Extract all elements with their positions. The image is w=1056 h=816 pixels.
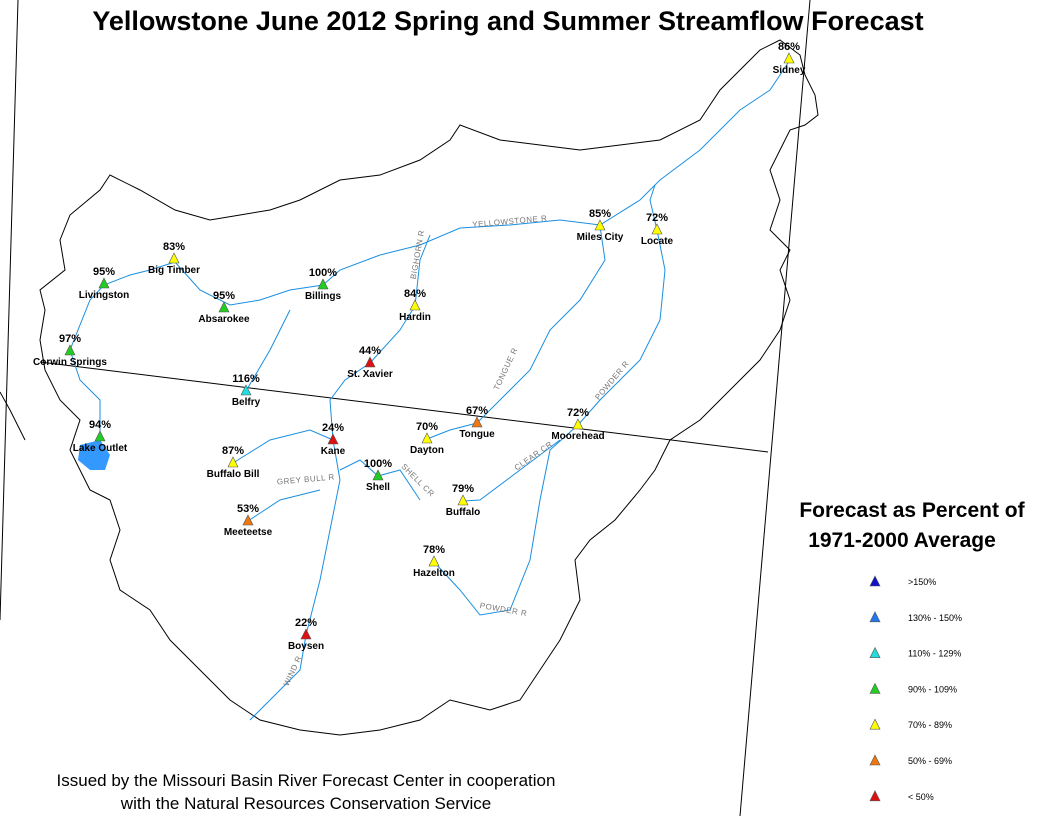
river-label: SHELL CR (399, 462, 436, 499)
station-marker (471, 416, 483, 428)
station-percent: 84% (404, 288, 426, 300)
station-marker (651, 223, 663, 235)
station-marker (227, 456, 239, 468)
legend-marker (869, 646, 881, 658)
station-percent: 72% (646, 212, 668, 224)
river-label: GREY BULL R (277, 473, 336, 487)
station-marker (64, 344, 76, 356)
station-name: St. Xavier (347, 369, 393, 380)
basin-outline (39, 39, 819, 736)
station-marker (300, 628, 312, 640)
station-percent: 94% (89, 419, 111, 431)
station-name: Boysen (288, 641, 324, 652)
legend-marker (869, 754, 881, 766)
station-marker (94, 430, 106, 442)
legend-title: Forecast as Percent of (799, 499, 1025, 522)
footer: with the Natural Resources Conservation … (120, 794, 491, 813)
legend-marker (869, 790, 881, 802)
legend-marker (869, 611, 881, 623)
river-label: YELLOWSTONE R (472, 214, 548, 230)
footer: Issued by the Missouri Basin River Forec… (57, 771, 556, 790)
station-marker (242, 514, 254, 526)
river-label: POWDER R (593, 359, 631, 402)
station-percent: 83% (163, 241, 185, 253)
station-marker (428, 555, 440, 567)
station-percent: 53% (237, 503, 259, 515)
station-marker (98, 277, 110, 289)
legend-label: 90% - 109% (908, 684, 957, 694)
legend-label: 50% - 69% (908, 756, 952, 766)
river-label: POWDER R (479, 601, 528, 618)
station-name: Buffalo (446, 507, 480, 518)
station-percent: 79% (452, 483, 474, 495)
legend-marker (869, 682, 881, 694)
station-marker (594, 219, 606, 231)
river-label: WIND R (282, 654, 304, 687)
station-name: Sidney (773, 65, 806, 76)
station-name: Absarokee (198, 314, 250, 325)
river-label: BIGHORN R (409, 229, 427, 280)
legend-title: 1971-2000 Average (808, 529, 996, 552)
legend-marker (869, 718, 881, 730)
station-name: Buffalo Bill (207, 469, 260, 480)
station-name: Kane (321, 446, 346, 457)
station-percent: 95% (93, 266, 115, 278)
station-marker (327, 433, 339, 445)
station-percent: 100% (309, 267, 337, 279)
lake (78, 440, 110, 470)
station-marker (409, 299, 421, 311)
station-marker (421, 432, 433, 444)
legend-label: 110% - 129% (908, 649, 961, 659)
station-percent: 86% (778, 41, 800, 53)
legend-label: 70% - 89% (908, 720, 952, 730)
station-percent: 116% (232, 373, 260, 385)
station-percent: 72% (567, 407, 589, 419)
station-name: Lake Outlet (73, 443, 128, 454)
station-name: Tongue (459, 429, 495, 440)
station-percent: 97% (59, 333, 81, 345)
station-percent: 70% (416, 421, 438, 433)
station-marker (783, 52, 795, 64)
station-name: Belfry (232, 397, 261, 408)
station-name: Big Timber (148, 265, 200, 276)
station-marker (457, 494, 469, 506)
station-name: Billings (305, 291, 342, 302)
legend-label: >150% (908, 577, 936, 587)
station-percent: 22% (295, 617, 317, 629)
station-name: Shell (366, 482, 390, 493)
station-percent: 87% (222, 445, 244, 457)
station-name: Hazelton (413, 568, 455, 579)
station-marker (317, 278, 329, 290)
station-name: Dayton (410, 445, 444, 456)
station-name: Livingston (79, 290, 130, 301)
state-lines (0, 0, 811, 816)
station-percent: 24% (322, 422, 344, 434)
station-percent: 44% (359, 345, 381, 357)
station-marker (364, 356, 376, 368)
station-name: Locate (641, 236, 674, 247)
station-name: Miles City (577, 232, 624, 243)
map-title: Yellowstone June 2012 Spring and Summer … (92, 6, 923, 36)
legend-marker (869, 575, 881, 587)
station-percent: 100% (364, 458, 392, 470)
station-percent: 95% (213, 290, 235, 302)
station-marker (240, 384, 252, 396)
station-marker (372, 469, 384, 481)
legend-label: < 50% (908, 792, 934, 802)
rivers (69, 59, 791, 721)
station-percent: 78% (423, 544, 445, 556)
station-marker (572, 418, 584, 430)
station-marker (168, 252, 180, 264)
station-name: Moorehead (551, 431, 604, 442)
station-name: Corwin Springs (33, 357, 107, 368)
legend-label: 130% - 150% (908, 613, 962, 623)
station-name: Hardin (399, 312, 431, 323)
station-percent: 85% (589, 208, 611, 220)
river-label: CLEAR CR (513, 440, 555, 473)
station-marker (218, 301, 230, 313)
station-name: Meeteetse (224, 527, 273, 538)
station-percent: 67% (466, 405, 488, 417)
